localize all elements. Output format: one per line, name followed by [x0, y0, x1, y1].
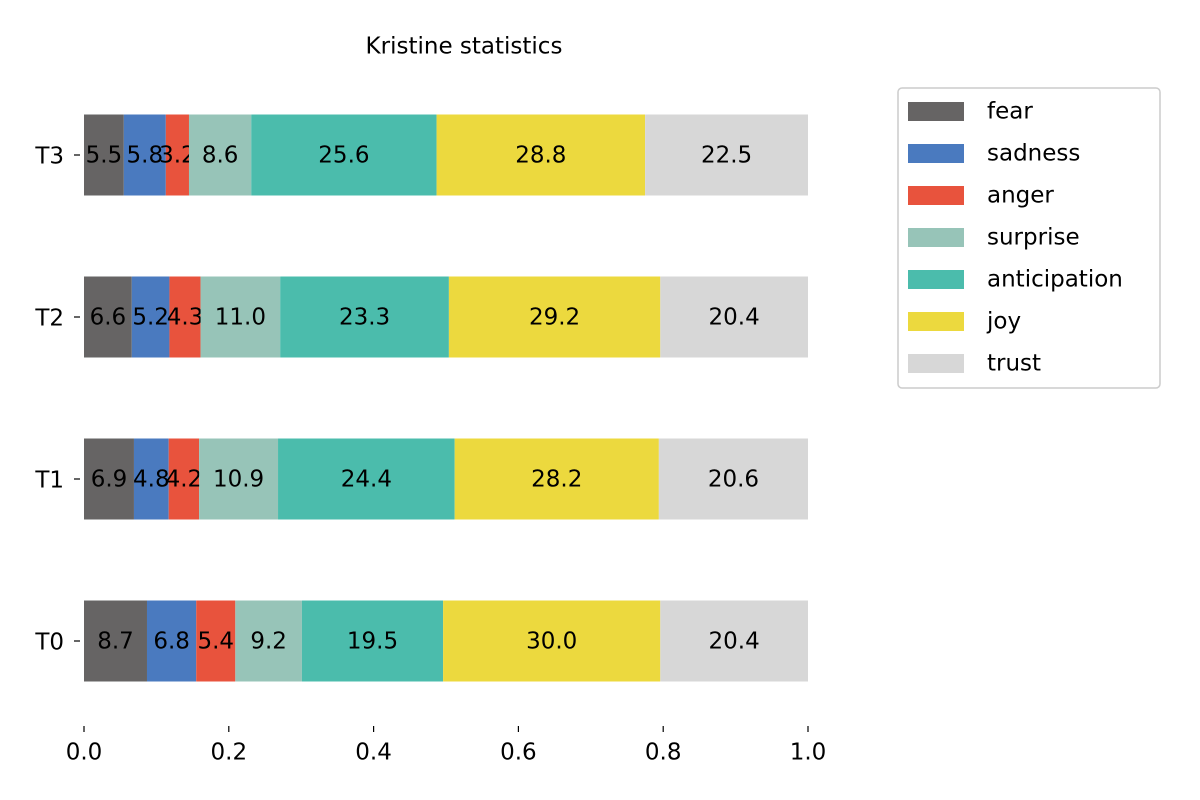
bar-segment [200, 276, 281, 358]
data-label: 24.4 [341, 467, 392, 493]
data-label: 5.8 [127, 143, 164, 169]
legend-label: fear [987, 99, 1033, 125]
bar-segment [123, 114, 166, 196]
bar-segment [84, 438, 134, 520]
data-label: 6.8 [153, 629, 190, 655]
legend-label: joy [986, 309, 1021, 335]
data-label: 23.3 [339, 305, 390, 331]
legend-label: surprise [987, 225, 1080, 251]
data-label: 20.6 [708, 467, 759, 493]
data-label: 29.2 [529, 305, 580, 331]
data-label: 20.4 [709, 305, 760, 331]
bar-segment [278, 438, 455, 520]
data-label: 20.4 [709, 629, 760, 655]
bar-segment [301, 600, 444, 682]
legend-swatch [908, 312, 964, 331]
data-label: 4.2 [166, 467, 203, 493]
legend-swatch [908, 144, 964, 163]
legend-label: anticipation [987, 267, 1123, 293]
bar-segment [280, 276, 449, 358]
bar-segment [443, 600, 661, 682]
legend-label: sadness [987, 141, 1080, 167]
bar-segment [454, 438, 659, 520]
legend-swatch [908, 354, 964, 373]
bar-segment [199, 438, 279, 520]
x-tick-label: 0.0 [66, 740, 103, 766]
bar-segment [251, 114, 437, 196]
x-tick-label: 0.8 [645, 740, 682, 766]
legend-swatch [908, 102, 964, 121]
data-label: 30.0 [526, 629, 577, 655]
data-label: 11.0 [215, 305, 266, 331]
data-label: 25.6 [318, 143, 369, 169]
data-label: 28.8 [515, 143, 566, 169]
data-label: 4.3 [167, 305, 204, 331]
bar-segment [235, 600, 302, 682]
bar-segment [84, 114, 124, 196]
legend-swatch [908, 270, 964, 289]
data-label: 8.7 [97, 629, 134, 655]
bar-segment [146, 600, 197, 682]
x-tick-label: 0.4 [355, 740, 392, 766]
bar-segment [645, 114, 808, 196]
legend-label: trust [987, 351, 1041, 377]
data-label: 5.4 [197, 629, 234, 655]
chart-title: Kristine statistics [366, 34, 563, 60]
data-label: 6.6 [90, 305, 127, 331]
legend-swatch [908, 186, 964, 205]
bar-segment [188, 114, 252, 196]
x-tick-label: 1.0 [790, 740, 827, 766]
x-tick-label: 0.6 [500, 740, 537, 766]
data-label: 10.9 [213, 467, 264, 493]
y-tick-label: T1 [34, 468, 64, 494]
data-label: 19.5 [347, 629, 398, 655]
bar-segment [658, 438, 808, 520]
x-tick-label: 0.2 [211, 740, 248, 766]
y-tick-label: T3 [34, 144, 64, 170]
bar-segment [660, 276, 808, 358]
data-label: 28.2 [531, 467, 582, 493]
legend-swatch [908, 228, 964, 247]
data-label: 22.5 [701, 143, 752, 169]
legend-label: anger [987, 183, 1054, 209]
bar-segment [448, 276, 661, 358]
data-label: 8.6 [202, 143, 239, 169]
data-label: 9.2 [250, 629, 287, 655]
bar-segment [84, 600, 147, 682]
bar-segment [660, 600, 808, 682]
bar-segment [131, 276, 170, 358]
data-label: 5.5 [86, 143, 123, 169]
data-label: 5.2 [132, 305, 169, 331]
bar-segment [169, 276, 201, 358]
bar-segment [165, 114, 189, 196]
y-tick-label: T2 [34, 306, 64, 332]
y-tick-label: T0 [34, 630, 64, 656]
bar-segment [168, 438, 200, 520]
bar-segment [436, 114, 646, 196]
data-label: 6.9 [91, 467, 128, 493]
bar-segment [84, 276, 132, 358]
bar-segment [196, 600, 236, 682]
bar-segment [133, 438, 169, 520]
data-label: 4.8 [133, 467, 170, 493]
